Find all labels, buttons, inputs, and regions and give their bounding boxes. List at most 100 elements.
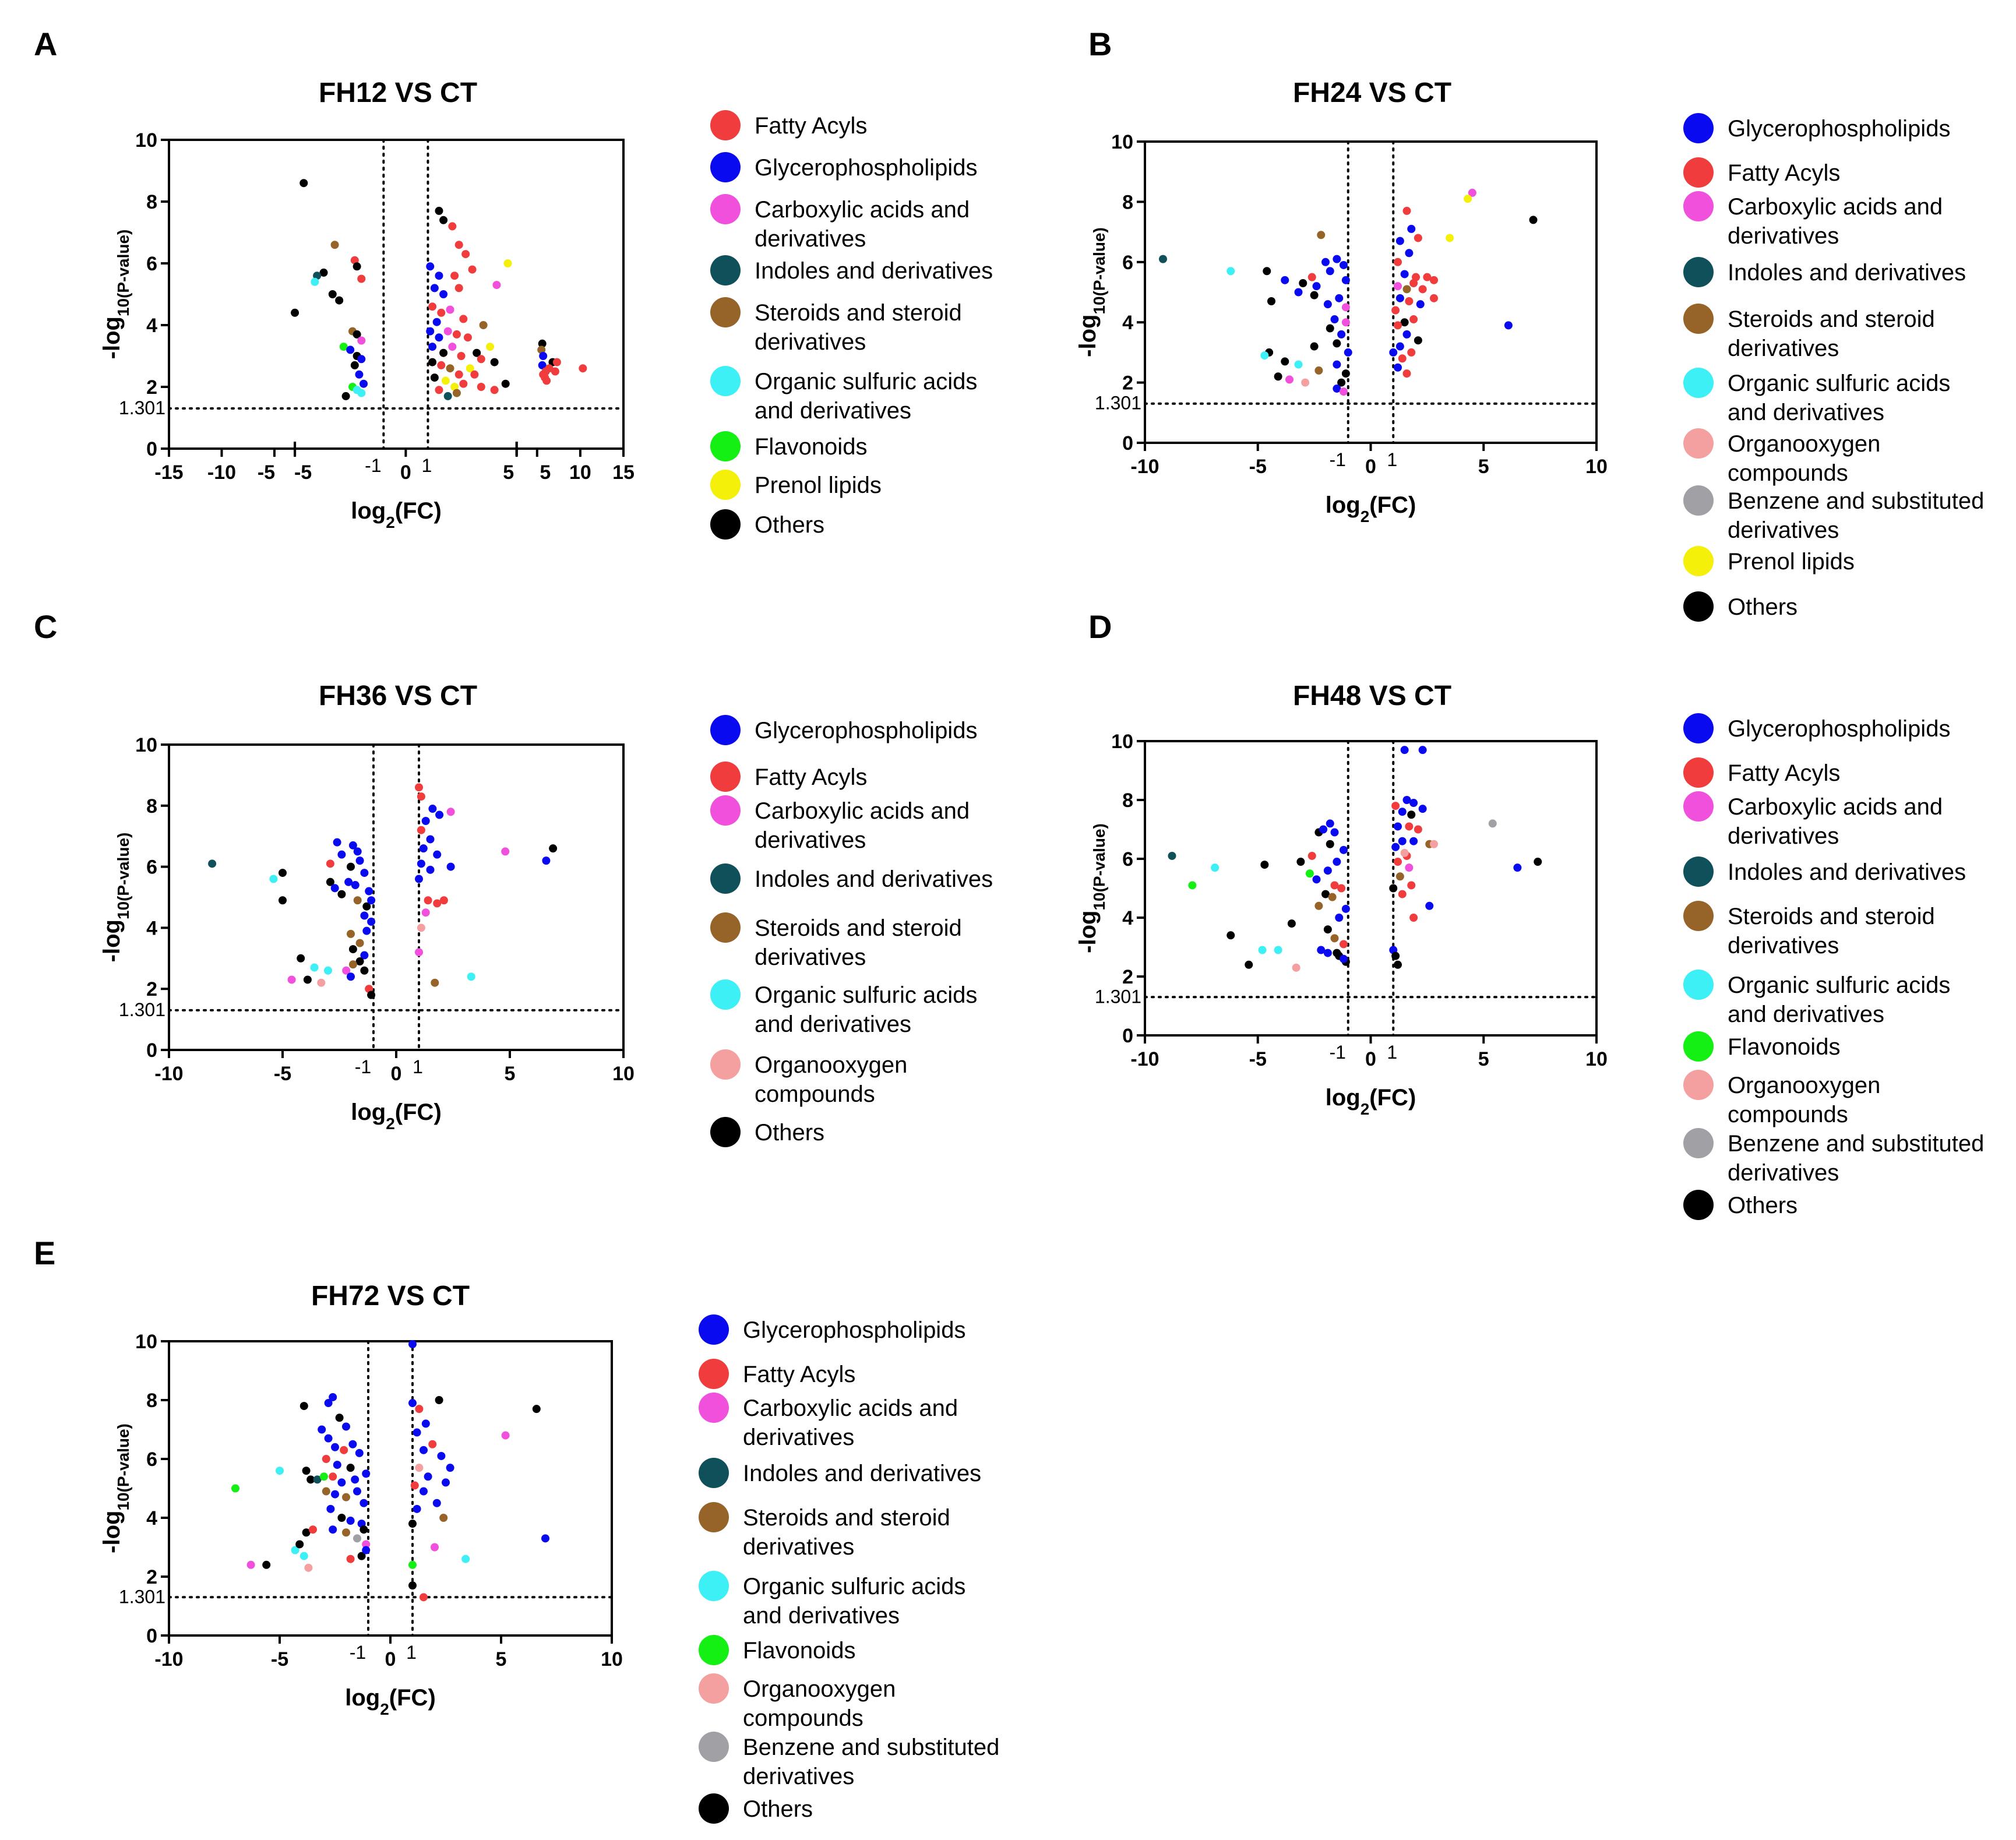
data-point-others xyxy=(435,206,443,215)
x-tick-label: -15 xyxy=(154,461,183,484)
data-point-organooxygen xyxy=(304,1563,313,1572)
fc-line-label: 1 xyxy=(422,455,432,476)
data-point-indoles xyxy=(208,859,217,868)
data-point-glycerophospholipids xyxy=(362,926,371,935)
data-point-flavonoids xyxy=(1188,881,1197,890)
data-point-carboxylic xyxy=(1394,282,1402,291)
legend-item-fatty_acyls: Fatty Acyls xyxy=(710,110,867,140)
legend-label: compounds xyxy=(1728,460,1848,486)
legend-marker xyxy=(710,762,741,792)
data-point-fatty_acyls xyxy=(309,1525,317,1534)
data-point-others xyxy=(1287,919,1296,928)
data-point-fatty_acyls xyxy=(1307,851,1316,860)
data-point-others xyxy=(279,896,287,905)
data-point-steroids xyxy=(452,389,461,397)
data-point-fatty_acyls xyxy=(1340,940,1348,949)
legend-marker xyxy=(1683,1190,1714,1220)
data-point-fatty_acyls xyxy=(340,1446,348,1454)
legend-marker xyxy=(1683,546,1714,576)
data-point-glycerophospholipids xyxy=(1323,949,1332,957)
x-tick-label: 5 xyxy=(503,461,514,484)
data-point-glycerophospholipids xyxy=(446,1464,454,1472)
data-point-fatty_acyls xyxy=(477,383,485,391)
x-axis-label: log2(FC) xyxy=(351,1099,442,1133)
y-tick-label: 10 xyxy=(1111,131,1133,153)
y-tick-label: 8 xyxy=(146,191,157,213)
legend-label: Steroids and steroid xyxy=(1728,904,1935,929)
data-point-glycerophospholipids xyxy=(1333,360,1341,369)
data-point-glycerophospholipids xyxy=(1394,363,1402,372)
legend-label: Fatty Acyls xyxy=(755,764,867,790)
legend-item-indoles: Indoles and derivatives xyxy=(1683,856,1966,887)
data-point-glycerophospholipids xyxy=(1330,828,1339,837)
data-point-carboxylic xyxy=(1341,318,1350,327)
data-point-fatty_acyls xyxy=(435,386,443,394)
data-point-fatty_acyls xyxy=(326,859,334,868)
data-point-others xyxy=(291,308,299,317)
data-point-glycerophospholipids xyxy=(1340,845,1348,854)
data-point-glycerophospholipids xyxy=(367,896,376,905)
data-point-steroids xyxy=(439,1514,448,1522)
x-tick-label: -10 xyxy=(154,1063,183,1085)
data-point-steroids xyxy=(347,929,355,938)
data-point-glycerophospholipids xyxy=(538,361,547,369)
data-point-fatty_acyls xyxy=(439,896,448,905)
data-point-others xyxy=(347,862,355,871)
chart-title: FH24 VS CT xyxy=(1293,77,1451,108)
data-point-others xyxy=(302,1528,311,1537)
legend-item-steroids: Steroids and steroid derivatives xyxy=(1683,901,1935,958)
legend-label: Others xyxy=(743,1796,813,1822)
data-point-glycerophospholipids xyxy=(1402,796,1411,804)
data-point-organooxygen xyxy=(1430,840,1438,848)
panel-letter: E xyxy=(34,1235,55,1271)
data-point-glycerophospholipids xyxy=(1323,866,1332,875)
legend-item-carboxylic: Carboxylic acids and derivatives xyxy=(710,194,970,252)
data-point-carboxylic xyxy=(492,281,501,290)
data-point-others xyxy=(346,1464,355,1472)
legend-label: and derivatives xyxy=(755,398,911,424)
legend-item-prenol: Prenol lipids xyxy=(1683,546,1855,576)
data-point-fatty_acyls xyxy=(454,284,463,292)
x-axis-label: log2(FC) xyxy=(345,1685,436,1718)
legend-label: Carboxylic acids and xyxy=(755,798,970,824)
data-point-glycerophospholipids xyxy=(331,1490,339,1499)
threshold-label: 1.301 xyxy=(119,999,165,1020)
y-axis-label: -log10(P-value) xyxy=(1075,823,1108,953)
legend-item-glycerophospholipids: Glycerophospholipids xyxy=(699,1314,965,1345)
legend-item-indoles: Indoles and derivatives xyxy=(699,1458,981,1488)
data-point-glycerophospholipids xyxy=(1335,914,1344,922)
data-point-glycerophospholipids xyxy=(408,1340,417,1349)
legend-label: derivatives xyxy=(743,1534,854,1560)
data-point-glycerophospholipids xyxy=(1294,288,1303,297)
data-point-others xyxy=(326,877,334,886)
legend-marker xyxy=(1683,157,1714,188)
legend-item-sulfuric: Organic sulfuric acids and derivatives xyxy=(710,366,977,424)
data-point-others xyxy=(262,1560,271,1569)
legend-item-organooxygen: Organooxygen compounds xyxy=(1683,428,1880,486)
data-point-glycerophospholipids xyxy=(1333,255,1341,263)
data-point-others xyxy=(1310,342,1319,351)
data-point-fatty_acyls xyxy=(437,308,446,317)
data-point-glycerophospholipids xyxy=(365,887,373,896)
data-point-others xyxy=(1389,884,1398,893)
legend-item-others: Others xyxy=(1683,1190,1798,1220)
data-point-others xyxy=(1267,297,1275,306)
data-point-prenol xyxy=(466,364,474,373)
legend-marker xyxy=(1683,757,1714,788)
legend-marker xyxy=(1683,485,1714,516)
data-point-others xyxy=(1391,951,1400,960)
data-point-glycerophospholipids xyxy=(1340,260,1348,269)
y-tick-label: 2 xyxy=(146,1566,157,1588)
data-point-glycerophospholipids xyxy=(1395,294,1404,302)
legend-item-indoles: Indoles and derivatives xyxy=(710,255,993,285)
legend-label: Steroids and steroid xyxy=(755,300,962,326)
fc-line-label: -1 xyxy=(350,1642,366,1663)
x-tick-label: 5 xyxy=(505,1063,516,1085)
legend-marker xyxy=(699,1458,729,1488)
data-point-steroids xyxy=(355,939,364,947)
y-tick-label: 2 xyxy=(146,978,157,1000)
legend-label: compounds xyxy=(1728,1102,1848,1127)
legend-label: Fatty Acyls xyxy=(755,113,867,139)
data-point-others xyxy=(532,1405,541,1414)
data-point-glycerophospholipids xyxy=(1504,321,1513,330)
